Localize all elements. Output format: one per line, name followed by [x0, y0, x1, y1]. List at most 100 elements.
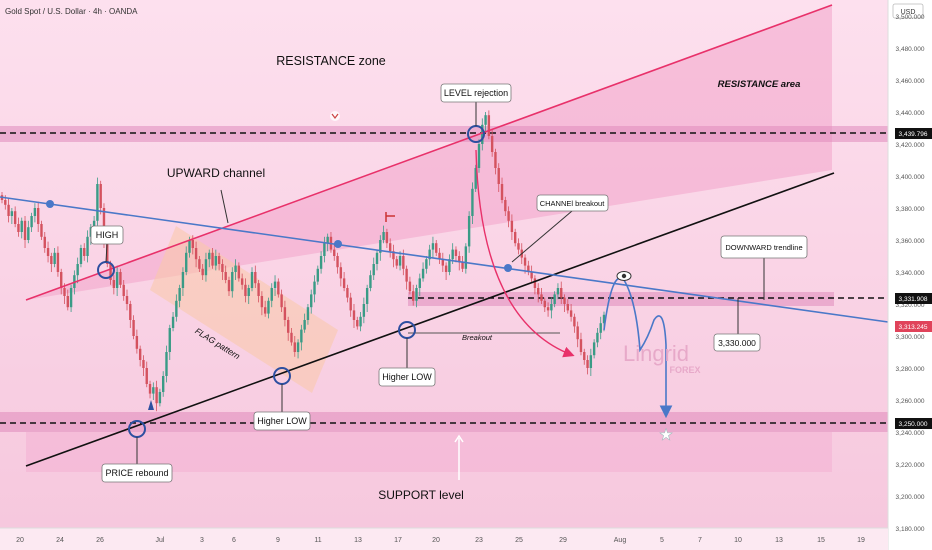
candle-body [316, 268, 320, 282]
level-rejection-label: LEVEL rejection [444, 88, 508, 98]
level-band [408, 292, 834, 306]
candle-body [66, 296, 69, 308]
candle-body [336, 256, 339, 268]
candle-body [500, 184, 504, 200]
x-tick-label: 29 [559, 537, 567, 544]
downward-trendline-box: DOWNWARD trendline [720, 235, 808, 259]
candle-body [451, 249, 454, 260]
candle-body [530, 272, 533, 279]
candle-body [181, 272, 185, 288]
candle-body [494, 152, 497, 168]
candle-body [579, 339, 583, 352]
currency-label: USD [901, 9, 916, 16]
y-tick-label: 3,380.000 [896, 206, 925, 213]
candle-body [148, 384, 152, 394]
candle-body [586, 360, 589, 368]
x-tick-label: 25 [515, 537, 523, 544]
candle-body [263, 307, 267, 314]
candle-body [247, 288, 250, 296]
higher-low-box-2: Higher LOW [378, 367, 436, 387]
trendline-anchor-1 [46, 200, 54, 208]
candle-body [40, 224, 43, 237]
candle-body [240, 278, 244, 285]
candle-body [56, 252, 60, 272]
candle-body [4, 200, 7, 205]
svg-text:3,250.000: 3,250.000 [899, 421, 928, 428]
candle-body [428, 249, 431, 260]
candle-body [504, 200, 507, 212]
candles [0, 110, 606, 412]
candle-body [234, 265, 237, 272]
y-tick-label: 3,340.000 [896, 270, 925, 277]
candle-body [497, 168, 500, 184]
candle-body [43, 236, 46, 248]
candle-body [7, 204, 10, 216]
candle-body [372, 264, 375, 276]
candle-body [198, 259, 201, 269]
x-tick-label: 23 [475, 537, 483, 544]
candle-body [86, 236, 89, 256]
candle-body [36, 208, 40, 224]
channel-breakout-box: CHANNEl breakout [536, 194, 609, 212]
x-tick-labels: 20 24 26 Jul 3 6 9 11 13 17 20 23 25 29 Aug 5 7 10 13 15 19 [16, 537, 865, 544]
candle-body [382, 232, 385, 240]
price-rebound-label: PRICE rebound [105, 468, 168, 478]
candle-body [448, 259, 451, 272]
candle-body [30, 216, 33, 228]
candle-body [165, 352, 168, 376]
candle-body [356, 320, 359, 327]
x-tick-label: Aug [614, 537, 627, 544]
candle-body [596, 332, 599, 343]
candle-body [283, 307, 287, 320]
candle-body [112, 280, 116, 288]
price-axis-panel [888, 0, 932, 550]
candle-body [109, 264, 112, 280]
y-tick-label: 3,320.000 [896, 302, 925, 309]
candle-body [523, 257, 527, 266]
candle-body [392, 251, 395, 260]
target-box: 3,330.000 [713, 333, 761, 352]
candle-body [46, 248, 50, 256]
candle-body [517, 243, 520, 250]
candle-body [454, 249, 458, 256]
resistance-area-label: RESISTANCE area [718, 79, 801, 90]
candle-body [99, 184, 102, 208]
y-tick-label: 3,240.000 [896, 430, 925, 437]
resistance-band [0, 126, 888, 142]
candle-body [415, 288, 418, 301]
higher-low-label-2: Higher LOW [382, 372, 432, 382]
candle-body [540, 294, 543, 301]
candle-body [481, 124, 484, 144]
candle-body [444, 265, 448, 272]
candle-body [362, 304, 366, 317]
y-tick-label: 3,420.000 [896, 142, 925, 149]
candle-body [556, 288, 560, 295]
y-tick-label: 3,220.000 [896, 462, 925, 469]
candle-body [290, 332, 293, 343]
x-tick-label: 7 [698, 537, 702, 544]
high-box: HIGH [90, 225, 124, 245]
downward-trendline [0, 196, 889, 323]
candle-body [487, 115, 491, 136]
candle-body [484, 115, 487, 125]
candle-body [135, 336, 139, 349]
x-tick-label: 9 [276, 537, 280, 544]
support-price-tag: 3,250.000 [895, 418, 932, 429]
eye-icon [616, 271, 632, 281]
candle-body [323, 243, 326, 256]
x-tick-label: 13 [354, 537, 362, 544]
x-tick-label: 10 [734, 537, 742, 544]
candle-body [326, 236, 329, 244]
svg-text:3,331.908: 3,331.908 [899, 296, 928, 303]
channel-breakout-pointer [511, 210, 573, 263]
candle-body [185, 252, 188, 272]
candle-body [204, 259, 208, 276]
currency-box[interactable]: USD [892, 3, 924, 19]
candle-body [385, 232, 389, 244]
candle-body [63, 288, 66, 296]
candle-body [435, 243, 438, 253]
candle-body [602, 314, 606, 324]
candle-body [583, 352, 586, 360]
